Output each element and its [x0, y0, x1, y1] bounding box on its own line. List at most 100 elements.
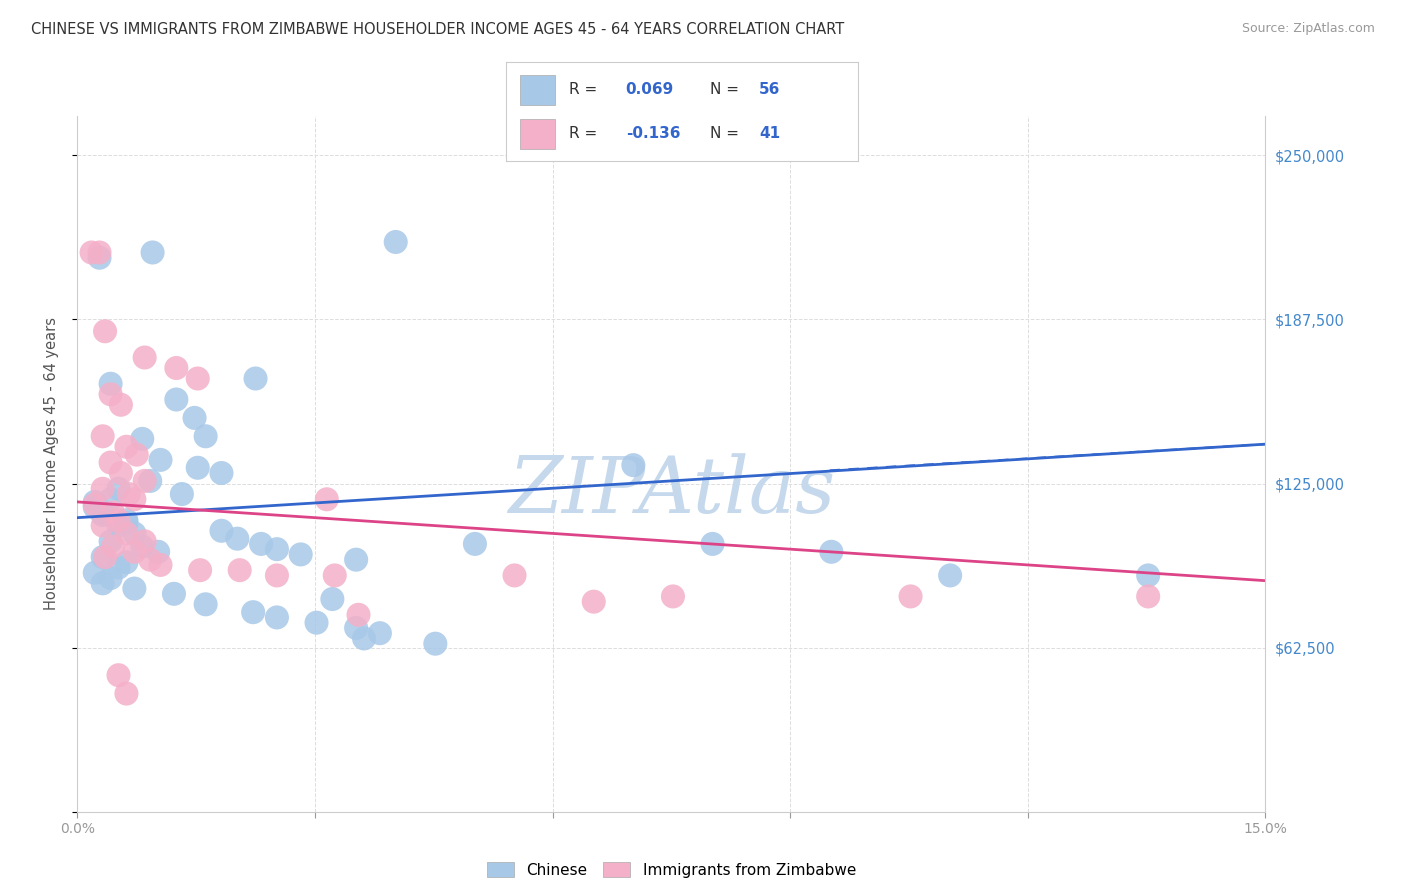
FancyBboxPatch shape — [520, 75, 555, 104]
Text: N =: N = — [710, 82, 740, 97]
Text: 41: 41 — [759, 126, 780, 141]
Point — [83, 498, 105, 512]
Point — [131, 432, 153, 446]
Point — [91, 508, 114, 522]
Point — [110, 398, 132, 412]
Point — [80, 245, 103, 260]
Text: Source: ZipAtlas.com: Source: ZipAtlas.com — [1241, 22, 1375, 36]
Point — [245, 371, 267, 385]
Point — [353, 632, 375, 646]
Point — [100, 456, 122, 470]
Point — [582, 595, 605, 609]
Point — [226, 532, 249, 546]
Point — [91, 518, 114, 533]
Point — [187, 371, 209, 385]
Point — [100, 571, 122, 585]
Point — [94, 549, 117, 564]
Text: ZIPAtlas: ZIPAtlas — [508, 453, 835, 530]
Point — [101, 505, 124, 519]
Point — [142, 245, 165, 260]
Point — [110, 466, 132, 480]
Point — [100, 387, 122, 401]
Point — [124, 545, 146, 559]
Point — [94, 324, 117, 338]
Point — [139, 474, 162, 488]
Point — [115, 513, 138, 527]
Point — [124, 582, 146, 596]
Point — [194, 597, 217, 611]
Point — [91, 505, 114, 519]
Point — [115, 516, 138, 530]
Point — [425, 637, 447, 651]
Point — [115, 526, 138, 541]
Point — [242, 605, 264, 619]
Point — [464, 537, 486, 551]
Point — [165, 361, 187, 376]
Point — [939, 568, 962, 582]
Point — [100, 534, 122, 549]
Point — [368, 626, 391, 640]
Point — [107, 482, 129, 496]
Point — [118, 487, 141, 501]
Point — [266, 568, 288, 582]
Point — [149, 558, 172, 572]
Point — [662, 590, 685, 604]
Point — [228, 563, 250, 577]
Point — [115, 687, 138, 701]
Point — [89, 245, 111, 260]
Text: 56: 56 — [759, 82, 780, 97]
Point — [91, 429, 114, 443]
Point — [131, 540, 153, 554]
Point — [702, 537, 724, 551]
Text: R =: R = — [569, 126, 598, 141]
Point — [344, 552, 367, 566]
Point — [321, 592, 343, 607]
Point — [621, 458, 644, 472]
FancyBboxPatch shape — [520, 120, 555, 149]
Point — [124, 492, 146, 507]
Point — [347, 607, 370, 622]
Point — [266, 542, 288, 557]
Point — [115, 555, 138, 569]
Point — [83, 500, 105, 515]
Point — [323, 568, 346, 582]
Point — [344, 621, 367, 635]
Point — [124, 526, 146, 541]
Point — [384, 235, 406, 249]
Point — [183, 410, 205, 425]
Point — [170, 487, 193, 501]
Point — [315, 492, 337, 507]
Point — [83, 495, 105, 509]
Text: CHINESE VS IMMIGRANTS FROM ZIMBABWE HOUSEHOLDER INCOME AGES 45 - 64 YEARS CORREL: CHINESE VS IMMIGRANTS FROM ZIMBABWE HOUS… — [31, 22, 844, 37]
Point — [194, 429, 217, 443]
Point — [100, 376, 122, 391]
Point — [163, 587, 186, 601]
Point — [1137, 568, 1160, 582]
Point — [900, 590, 922, 604]
Point — [305, 615, 328, 630]
Point — [820, 545, 842, 559]
Point — [125, 448, 148, 462]
Point — [290, 548, 312, 562]
Text: R =: R = — [569, 82, 598, 97]
Point — [503, 568, 526, 582]
Text: -0.136: -0.136 — [626, 126, 681, 141]
Point — [134, 534, 156, 549]
Point — [211, 524, 233, 538]
Point — [91, 549, 114, 564]
Point — [139, 552, 162, 566]
Text: 0.069: 0.069 — [626, 82, 673, 97]
Point — [101, 540, 124, 554]
Point — [107, 668, 129, 682]
Point — [107, 560, 129, 574]
Point — [134, 351, 156, 365]
Legend: Chinese, Immigrants from Zimbabwe: Chinese, Immigrants from Zimbabwe — [481, 856, 862, 884]
Point — [134, 474, 156, 488]
Point — [165, 392, 187, 407]
Point — [100, 492, 122, 507]
Point — [188, 563, 211, 577]
Point — [107, 518, 129, 533]
Point — [91, 482, 114, 496]
Point — [115, 440, 138, 454]
Point — [91, 576, 114, 591]
